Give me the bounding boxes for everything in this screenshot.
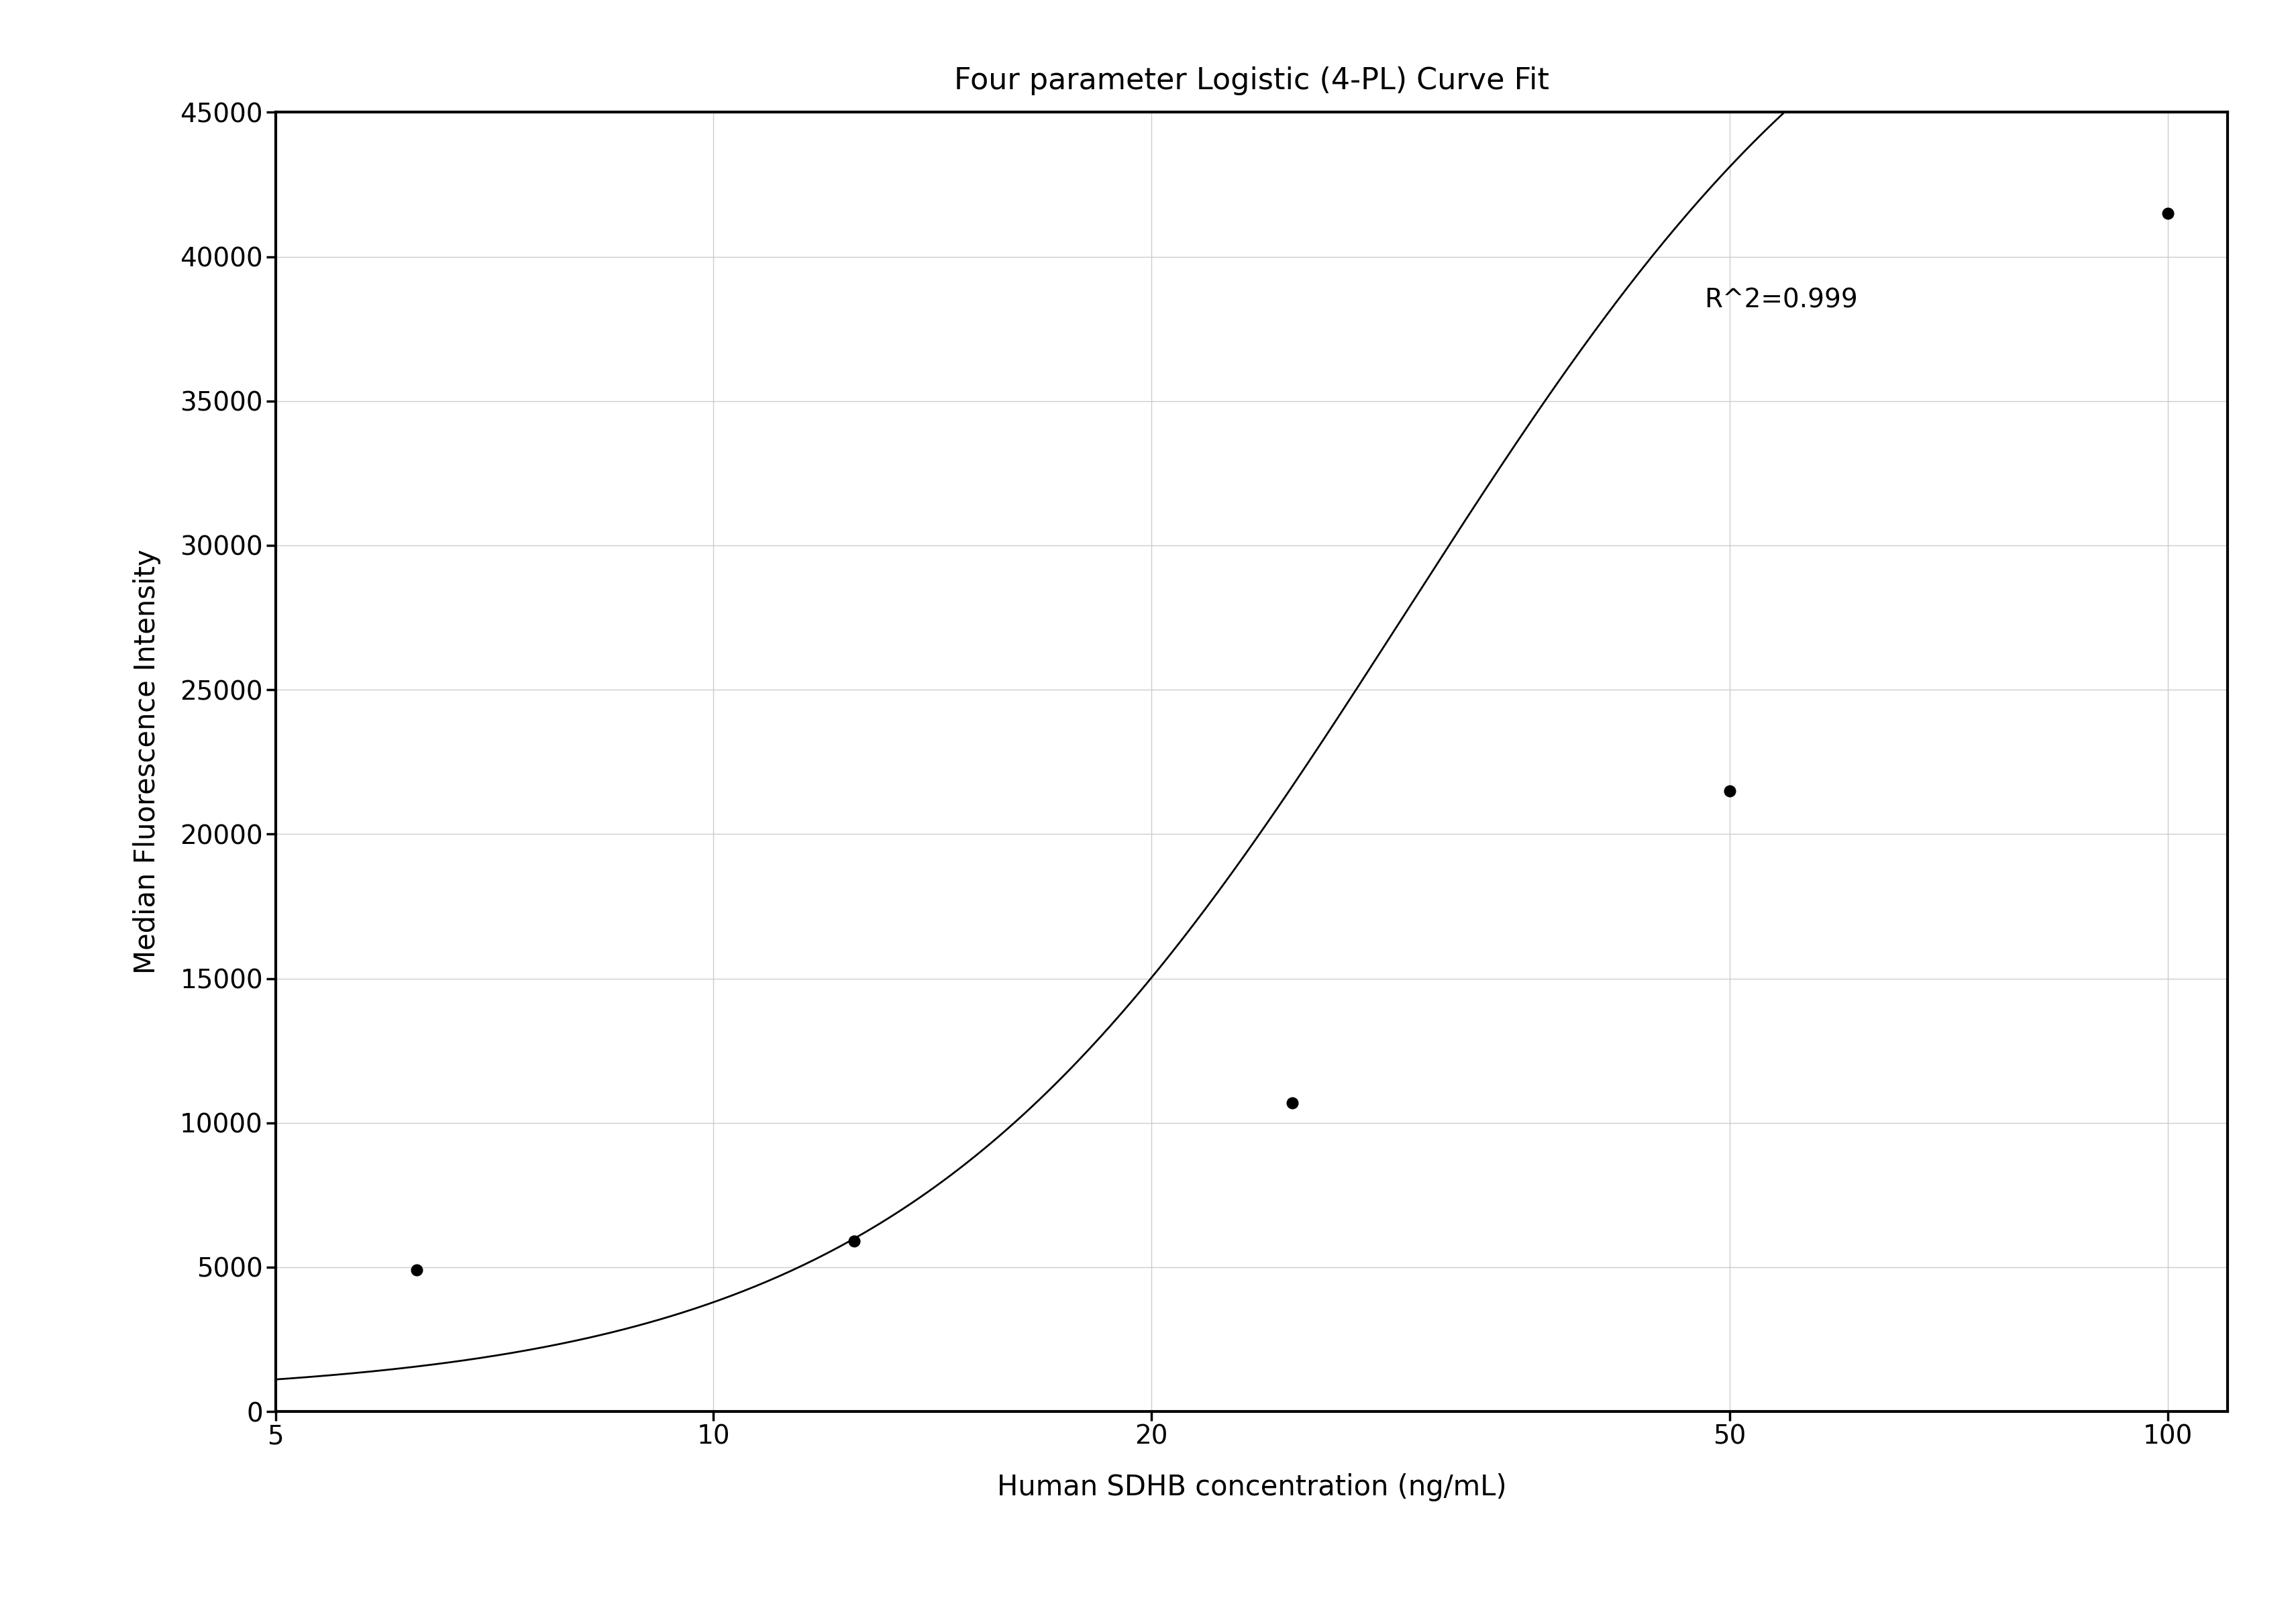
Point bbox=[1711, 778, 1747, 804]
Text: R^2=0.999: R^2=0.999 bbox=[1704, 287, 1857, 313]
Title: Four parameter Logistic (4-PL) Curve Fit: Four parameter Logistic (4-PL) Curve Fit bbox=[953, 66, 1550, 95]
Point bbox=[1274, 1089, 1311, 1115]
Point bbox=[2149, 200, 2186, 226]
Point bbox=[397, 1258, 434, 1283]
Point bbox=[836, 1229, 872, 1254]
Y-axis label: Median Fluorescence Intensity: Median Fluorescence Intensity bbox=[133, 550, 161, 974]
X-axis label: Human SDHB concentration (ng/mL): Human SDHB concentration (ng/mL) bbox=[996, 1472, 1506, 1501]
